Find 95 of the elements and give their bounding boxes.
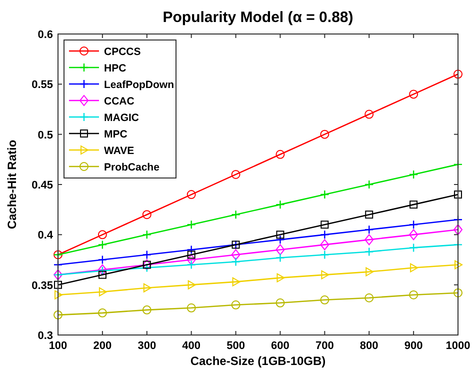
y-tick-label: 0.3 bbox=[38, 330, 53, 342]
point bbox=[408, 170, 418, 180]
x-tick-label: 600 bbox=[271, 340, 290, 352]
point bbox=[454, 224, 462, 236]
point bbox=[320, 250, 330, 260]
point bbox=[231, 257, 240, 266]
point bbox=[276, 230, 284, 239]
point bbox=[320, 190, 330, 200]
x-tick-label: 800 bbox=[360, 340, 378, 352]
point bbox=[364, 247, 374, 256]
y-tick-label: 0.4 bbox=[38, 230, 54, 242]
legend-label: MPC bbox=[104, 128, 128, 140]
y-tick-label: 0.5 bbox=[38, 129, 53, 142]
x-tick-label: 300 bbox=[138, 340, 156, 352]
x-tick-label: 900 bbox=[404, 340, 423, 352]
point bbox=[364, 293, 374, 302]
x-tick-label: 1000 bbox=[446, 340, 470, 352]
point bbox=[276, 235, 285, 244]
x-tick-label: 500 bbox=[226, 340, 245, 352]
point bbox=[408, 243, 418, 252]
point bbox=[142, 263, 152, 272]
x-tick-label: 200 bbox=[93, 340, 112, 352]
point bbox=[276, 253, 285, 262]
x-tick-label: 100 bbox=[48, 340, 68, 352]
point bbox=[142, 250, 152, 260]
y-tick-label: 0.45 bbox=[32, 180, 53, 192]
legend-label: LeafPopDown bbox=[104, 79, 174, 91]
point bbox=[320, 220, 329, 229]
point bbox=[143, 283, 152, 292]
point bbox=[186, 190, 196, 200]
point bbox=[98, 270, 106, 279]
point bbox=[54, 310, 62, 320]
y-tick-label: 0.6 bbox=[38, 29, 53, 41]
point bbox=[410, 200, 418, 209]
point bbox=[186, 245, 196, 254]
point bbox=[409, 90, 418, 99]
point bbox=[54, 280, 62, 289]
point bbox=[231, 300, 240, 310]
chart-title: Popularity Model (α = 0.88) bbox=[162, 9, 354, 26]
legend-label: CCAC bbox=[104, 96, 135, 108]
point bbox=[410, 263, 418, 272]
point bbox=[276, 298, 285, 308]
point bbox=[321, 270, 330, 280]
point bbox=[409, 290, 418, 300]
point bbox=[454, 260, 462, 270]
point bbox=[320, 230, 330, 240]
point bbox=[231, 249, 240, 260]
y-tick-label: 0.55 bbox=[32, 79, 53, 92]
point bbox=[366, 267, 374, 276]
point bbox=[98, 255, 108, 264]
point bbox=[187, 250, 196, 259]
point bbox=[276, 273, 285, 282]
x-axis-title: Cache-Size (1GB-10GB) bbox=[190, 354, 326, 368]
y-axis-title: Cache-Hit Ratio bbox=[5, 140, 19, 230]
point bbox=[276, 244, 285, 256]
y-tick-label: 0.35 bbox=[32, 280, 53, 292]
point bbox=[98, 230, 107, 240]
point bbox=[231, 170, 240, 179]
legend-label: HPC bbox=[104, 62, 127, 74]
point bbox=[320, 130, 330, 139]
point bbox=[364, 180, 374, 190]
point bbox=[188, 280, 196, 290]
point bbox=[454, 70, 462, 79]
point bbox=[276, 200, 285, 210]
point bbox=[232, 277, 240, 286]
point bbox=[98, 308, 107, 318]
point bbox=[408, 220, 418, 230]
point bbox=[186, 220, 196, 230]
point bbox=[186, 254, 196, 266]
x-tick-label: 400 bbox=[182, 340, 201, 352]
point bbox=[142, 305, 152, 314]
point bbox=[364, 234, 374, 246]
point bbox=[365, 210, 374, 219]
point bbox=[98, 266, 108, 276]
point bbox=[142, 210, 152, 220]
point bbox=[454, 190, 462, 199]
point bbox=[364, 225, 374, 234]
point bbox=[276, 150, 285, 159]
legend-label: CPCCS bbox=[104, 46, 141, 58]
point bbox=[409, 229, 418, 240]
point bbox=[98, 240, 108, 250]
point bbox=[231, 210, 240, 220]
point bbox=[454, 288, 462, 298]
point bbox=[142, 230, 152, 240]
legend-label: ProbCache bbox=[104, 162, 160, 174]
legend-label: MAGIC bbox=[104, 112, 140, 124]
point bbox=[364, 110, 374, 119]
point bbox=[186, 303, 196, 312]
point bbox=[320, 295, 330, 304]
point bbox=[98, 287, 107, 296]
point bbox=[320, 239, 330, 250]
legend-label: WAVE bbox=[104, 145, 134, 157]
x-tick-label: 700 bbox=[315, 340, 334, 352]
point bbox=[54, 290, 62, 300]
point bbox=[186, 260, 196, 270]
